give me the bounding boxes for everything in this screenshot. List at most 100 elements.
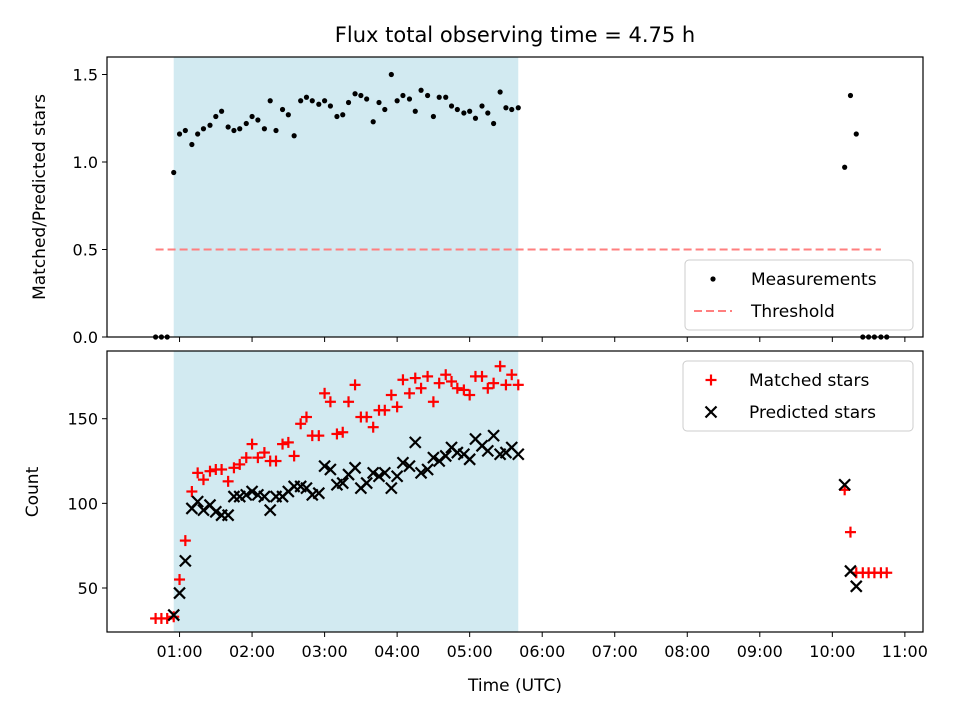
- bottom-data-point: [246, 438, 258, 450]
- bottom-data-point: [239, 488, 253, 502]
- x-tick-label: 09:00: [737, 642, 783, 661]
- top-data-point: [176, 131, 183, 137]
- bottom-data-point: [179, 535, 191, 547]
- top-data-point: [298, 98, 304, 104]
- top-data-point: [424, 92, 431, 99]
- bottom-data-point: [324, 463, 337, 476]
- bottom-y-axis-label: Count: [23, 466, 43, 517]
- bottom-data-point: [451, 382, 463, 394]
- bottom-data-point: [512, 379, 524, 391]
- bottom-data-point: [415, 382, 427, 394]
- bottom-data-point: [300, 411, 312, 423]
- bottom-data-point: [476, 370, 488, 382]
- bottom-data-point: [427, 396, 439, 408]
- top-data-point: [279, 106, 286, 113]
- bottom-data-point: [440, 369, 452, 381]
- top-data-point: [219, 108, 225, 114]
- top-data-point: [497, 89, 503, 95]
- bottom-y-tick-label: 50: [78, 579, 98, 598]
- bottom-data-point: [337, 426, 349, 438]
- bottom-data-point: [488, 377, 500, 389]
- top-data-point: [327, 103, 334, 109]
- top-data-point: [467, 108, 473, 114]
- top-data-point: [485, 110, 491, 116]
- bottom-data-point: [234, 458, 246, 470]
- top-data-point: [207, 122, 213, 128]
- bottom-data-point: [849, 580, 863, 593]
- bottom-data-point: [482, 382, 494, 394]
- bottom-observing-window: [173, 351, 519, 632]
- bottom-data-point: [361, 411, 373, 423]
- bottom-data-point: [838, 478, 851, 492]
- top-y-tick-label: 0.5: [73, 241, 98, 260]
- bottom-data-point: [506, 369, 518, 381]
- bottom-y-tick-label: 100: [67, 494, 98, 513]
- bottom-data-point: [204, 465, 216, 477]
- bottom-data-point: [439, 449, 453, 463]
- top-legend-label: Measurements: [751, 270, 877, 290]
- top-axes-frame: [106, 56, 924, 338]
- bottom-data-point: [343, 396, 355, 408]
- bottom-data-point: [360, 476, 373, 490]
- top-data-point: [267, 98, 273, 104]
- bottom-data-point: [240, 452, 252, 464]
- top-data-point: [515, 105, 521, 111]
- chart-title: Flux total observing time = 4.75 h: [335, 23, 695, 47]
- bottom-data-point: [349, 379, 361, 391]
- x-tick-label: 03:00: [302, 642, 348, 661]
- bottom-data-point: [336, 476, 350, 490]
- top-legend-label: Threshold: [750, 302, 835, 322]
- top-data-point: [261, 126, 267, 132]
- bottom-data-point: [252, 452, 264, 464]
- bottom-legend-label: Predicted stars: [749, 403, 876, 423]
- bottom-data-point: [409, 372, 421, 384]
- bottom-data-point: [385, 389, 397, 401]
- bottom-data-point: [378, 466, 392, 480]
- bottom-data-point: [318, 459, 331, 473]
- bottom-data-point: [258, 447, 270, 459]
- top-data-point: [322, 98, 328, 104]
- top-series-measurements: [152, 71, 890, 340]
- bottom-data-point: [197, 474, 209, 486]
- bottom-panel-counts: 50 100 150 01:00 02:00 03:00 04:00 05:00 06:00 07…: [67, 350, 928, 661]
- bottom-data-point: [372, 469, 386, 483]
- bottom-data-point: [403, 387, 415, 399]
- top-data-point: [358, 92, 364, 99]
- bottom-data-point: [216, 463, 228, 475]
- x-tick-label: 04:00: [374, 642, 420, 661]
- bottom-data-point: [167, 608, 181, 622]
- bottom-data-point: [222, 475, 234, 487]
- x-tick-label: 05:00: [447, 642, 493, 661]
- bottom-data-point: [282, 436, 294, 448]
- bottom-data-point: [446, 375, 458, 387]
- top-data-point: [406, 96, 413, 102]
- top-data-point: [237, 126, 243, 132]
- top-observing-window: [173, 57, 519, 337]
- bottom-data-point: [331, 428, 343, 440]
- bottom-data-point: [179, 554, 192, 568]
- bottom-data-point: [191, 495, 204, 508]
- top-data-point: [388, 71, 394, 78]
- bottom-data-point: [209, 505, 223, 519]
- top-data-point: [255, 117, 261, 123]
- top-data-point: [418, 87, 424, 93]
- bottom-data-point: [288, 450, 300, 462]
- bottom-data-point: [173, 586, 186, 600]
- bottom-y-tick-label: 150: [67, 410, 98, 429]
- x-axis-label: Time (UTC): [467, 676, 562, 696]
- bottom-legend: [682, 360, 914, 432]
- bottom-data-point: [427, 451, 440, 464]
- bottom-data-point: [263, 503, 277, 517]
- top-data-point: [195, 131, 201, 137]
- bottom-data-point: [881, 567, 893, 579]
- bottom-data-point: [295, 418, 307, 430]
- top-data-point: [340, 112, 346, 118]
- top-data-point: [189, 141, 195, 148]
- top-y-tick-label: 1.5: [73, 66, 98, 85]
- top-data-point: [479, 103, 485, 109]
- bottom-data-point: [464, 389, 476, 401]
- bottom-data-point: [391, 401, 403, 413]
- top-data-point: [273, 127, 279, 134]
- x-tick-label: 10:00: [809, 642, 855, 661]
- bottom-data-point: [174, 574, 186, 586]
